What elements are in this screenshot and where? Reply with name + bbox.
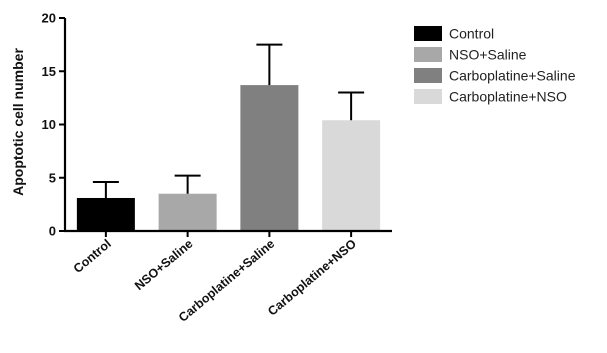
legend-label: Carboplatine+Saline (449, 68, 576, 84)
x-tick-label: Control (71, 237, 114, 276)
legend-swatch (414, 68, 442, 83)
y-tick-label: 15 (42, 64, 56, 79)
bar (76, 197, 135, 231)
legend-label: NSO+Saline (449, 47, 527, 63)
legend-label: Control (449, 26, 494, 42)
y-axis-label-group: Apoptotic cell number (10, 48, 26, 196)
bar (322, 120, 381, 231)
legend-swatch (414, 89, 442, 104)
axes (63, 18, 392, 233)
bar (158, 193, 217, 231)
y-axis-ticks: 0 5 10 15 20 (42, 11, 65, 239)
x-tick-label: Carboplatine+NSO (265, 236, 359, 318)
y-tick-label: 0 (49, 224, 56, 239)
y-tick-label: 20 (42, 11, 56, 26)
legend-label: Carboplatine+NSO (449, 89, 567, 105)
y-tick-label: 5 (49, 170, 56, 185)
legend-swatch (414, 26, 442, 41)
bars (76, 85, 381, 231)
x-tick-label: NSO+Saline (132, 237, 196, 294)
legend-swatch (414, 47, 442, 62)
x-axis-ticks: Control NSO+SalineCarboplatine+SalineCarb… (71, 231, 359, 325)
y-axis-label: Apoptotic cell number (10, 48, 26, 196)
y-tick-label: 10 (42, 117, 56, 132)
bar (240, 85, 299, 231)
legend: Control NSO+Saline Carboplatine+Saline Carb… (414, 26, 576, 105)
error-bars (92, 43, 365, 198)
